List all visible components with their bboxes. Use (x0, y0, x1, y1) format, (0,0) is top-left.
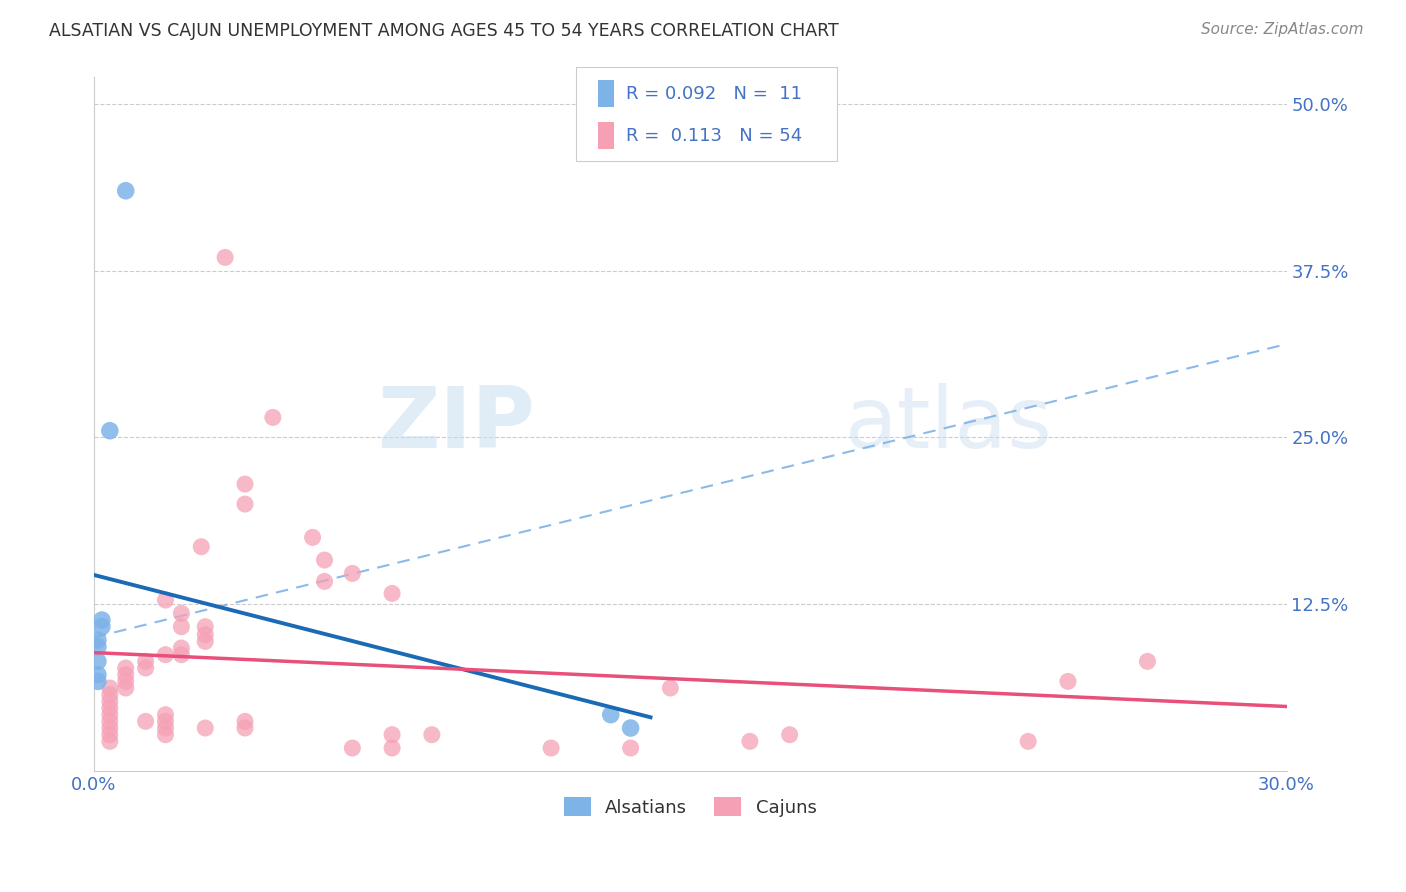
Text: R = 0.092   N =  11: R = 0.092 N = 11 (626, 85, 801, 103)
Point (98, 714, 121, 729)
Point (135, 714, 157, 729)
Point (381, 728, 404, 742)
Point (87, 640, 110, 654)
Point (194, 628, 217, 642)
Point (114, 667, 136, 681)
Point (98, 701, 121, 715)
Text: R =  0.113   N = 54: R = 0.113 N = 54 (626, 127, 801, 145)
Point (114, 681, 136, 695)
Point (194, 620, 217, 634)
Point (114, 661, 136, 675)
Point (155, 728, 177, 742)
Point (381, 741, 404, 756)
Point (155, 593, 177, 607)
Point (155, 707, 177, 722)
Point (233, 497, 256, 511)
Point (301, 530, 323, 544)
Point (87, 654, 110, 668)
Point (314, 553, 336, 567)
Point (114, 674, 136, 689)
Point (98, 424, 121, 438)
Point (262, 410, 284, 425)
Point (135, 654, 157, 668)
Point (738, 734, 761, 748)
Point (779, 728, 801, 742)
Point (170, 648, 193, 662)
Point (599, 707, 621, 722)
Point (87, 633, 110, 648)
Point (135, 661, 157, 675)
Point (114, 184, 136, 198)
Point (233, 714, 256, 729)
Point (540, 741, 562, 756)
Point (98, 721, 121, 735)
Point (194, 634, 217, 648)
Point (90, 613, 112, 627)
Text: ALSATIAN VS CAJUN UNEMPLOYMENT AMONG AGES 45 TO 54 YEARS CORRELATION CHART: ALSATIAN VS CAJUN UNEMPLOYMENT AMONG AGE… (49, 22, 839, 40)
Point (314, 574, 336, 589)
Point (620, 741, 643, 756)
Point (98, 694, 121, 708)
Point (98, 707, 121, 722)
Legend: Alsatians, Cajuns: Alsatians, Cajuns (557, 790, 824, 824)
Point (233, 477, 256, 491)
Point (98, 688, 121, 702)
Point (98, 734, 121, 748)
Point (214, 251, 236, 265)
Text: Source: ZipAtlas.com: Source: ZipAtlas.com (1201, 22, 1364, 37)
Point (420, 728, 443, 742)
Point (98, 728, 121, 742)
Point (90, 620, 112, 634)
Point (342, 566, 364, 581)
Point (170, 607, 193, 621)
Point (1057, 674, 1080, 689)
Point (155, 714, 177, 729)
Point (190, 540, 212, 554)
Point (155, 721, 177, 735)
Point (1017, 734, 1039, 748)
Point (620, 721, 643, 735)
Point (170, 620, 193, 634)
Point (342, 741, 364, 756)
Text: atlas: atlas (845, 383, 1053, 466)
Point (87, 667, 110, 681)
Point (233, 721, 256, 735)
Point (659, 681, 682, 695)
Point (98, 681, 121, 695)
Point (194, 721, 217, 735)
Point (87, 674, 110, 689)
Point (155, 648, 177, 662)
Text: ZIP: ZIP (377, 383, 536, 466)
Point (381, 586, 404, 600)
Point (170, 641, 193, 656)
Point (1136, 654, 1159, 668)
